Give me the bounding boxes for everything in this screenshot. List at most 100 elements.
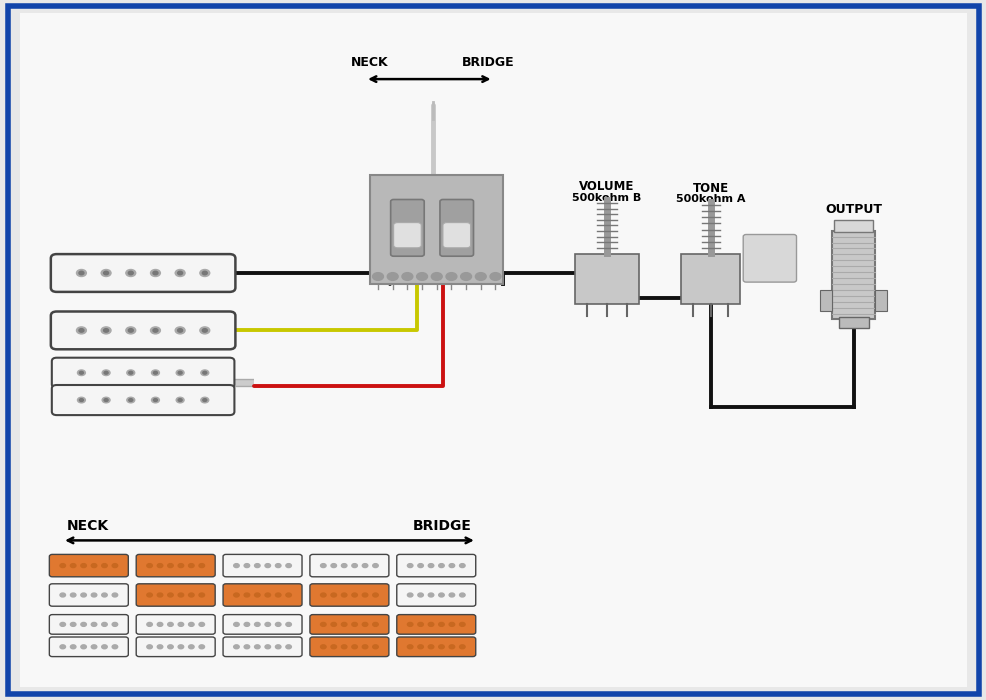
Circle shape — [234, 593, 239, 597]
Text: BRIDGE: BRIDGE — [461, 57, 515, 69]
Circle shape — [459, 564, 464, 568]
Circle shape — [254, 564, 260, 568]
FancyBboxPatch shape — [310, 554, 388, 577]
Circle shape — [438, 564, 444, 568]
Circle shape — [177, 564, 183, 568]
Circle shape — [449, 593, 455, 597]
Text: TONE: TONE — [692, 181, 728, 195]
Circle shape — [151, 398, 159, 403]
Circle shape — [417, 564, 423, 568]
Circle shape — [330, 564, 336, 568]
FancyBboxPatch shape — [136, 615, 215, 634]
Circle shape — [351, 564, 357, 568]
Circle shape — [177, 622, 183, 626]
Circle shape — [320, 622, 325, 626]
Circle shape — [104, 271, 108, 274]
Circle shape — [200, 370, 208, 375]
Text: 500kohm B: 500kohm B — [572, 193, 641, 203]
Circle shape — [177, 328, 182, 332]
FancyBboxPatch shape — [440, 199, 473, 256]
Circle shape — [168, 593, 174, 597]
Circle shape — [153, 328, 158, 332]
Circle shape — [244, 622, 249, 626]
Circle shape — [60, 645, 65, 649]
Circle shape — [373, 645, 378, 649]
Circle shape — [199, 270, 209, 276]
Circle shape — [176, 327, 184, 334]
Circle shape — [417, 593, 423, 597]
FancyBboxPatch shape — [51, 254, 235, 292]
Circle shape — [202, 328, 207, 332]
Circle shape — [91, 622, 97, 626]
Circle shape — [373, 593, 378, 597]
Circle shape — [362, 593, 368, 597]
Circle shape — [101, 327, 110, 334]
Circle shape — [407, 564, 412, 568]
Circle shape — [351, 622, 357, 626]
Circle shape — [79, 399, 83, 402]
Circle shape — [126, 370, 134, 375]
Circle shape — [81, 622, 87, 626]
Circle shape — [254, 593, 260, 597]
Circle shape — [351, 593, 357, 597]
Circle shape — [320, 645, 325, 649]
Circle shape — [153, 271, 158, 274]
FancyBboxPatch shape — [223, 637, 302, 657]
Text: NECK: NECK — [67, 519, 109, 533]
FancyBboxPatch shape — [49, 615, 128, 634]
Circle shape — [320, 593, 325, 597]
Circle shape — [81, 645, 87, 649]
Circle shape — [157, 622, 163, 626]
Circle shape — [286, 645, 291, 649]
Circle shape — [104, 399, 108, 402]
FancyBboxPatch shape — [136, 584, 215, 606]
Circle shape — [387, 272, 397, 281]
Circle shape — [459, 622, 464, 626]
Circle shape — [264, 622, 270, 626]
Circle shape — [151, 370, 159, 375]
Circle shape — [188, 622, 194, 626]
FancyBboxPatch shape — [310, 637, 388, 657]
Circle shape — [244, 564, 249, 568]
Text: OUTPUT: OUTPUT — [824, 202, 881, 216]
Circle shape — [341, 564, 347, 568]
Bar — [833, 220, 873, 232]
Circle shape — [286, 593, 291, 597]
FancyBboxPatch shape — [223, 554, 302, 577]
Circle shape — [147, 645, 152, 649]
Circle shape — [407, 593, 412, 597]
Circle shape — [199, 593, 204, 597]
Circle shape — [407, 645, 412, 649]
Circle shape — [177, 593, 183, 597]
Circle shape — [60, 593, 65, 597]
Circle shape — [168, 564, 174, 568]
Circle shape — [428, 564, 434, 568]
Circle shape — [177, 645, 183, 649]
Circle shape — [362, 564, 368, 568]
FancyBboxPatch shape — [396, 637, 475, 657]
Circle shape — [102, 564, 107, 568]
Circle shape — [157, 593, 163, 597]
Circle shape — [438, 622, 444, 626]
Circle shape — [428, 645, 434, 649]
FancyBboxPatch shape — [51, 385, 235, 415]
Circle shape — [60, 622, 65, 626]
Circle shape — [128, 371, 132, 374]
Circle shape — [203, 371, 206, 374]
Circle shape — [188, 645, 194, 649]
Circle shape — [244, 593, 249, 597]
Circle shape — [202, 271, 207, 274]
Circle shape — [177, 399, 181, 402]
Circle shape — [128, 328, 133, 332]
Circle shape — [91, 564, 97, 568]
Circle shape — [446, 272, 457, 281]
Text: 223: 223 — [758, 258, 780, 267]
Circle shape — [153, 371, 157, 374]
Circle shape — [264, 564, 270, 568]
Circle shape — [101, 270, 110, 276]
Bar — [370, 175, 503, 284]
Circle shape — [199, 622, 204, 626]
Circle shape — [91, 593, 97, 597]
Circle shape — [431, 272, 442, 281]
Circle shape — [70, 645, 76, 649]
